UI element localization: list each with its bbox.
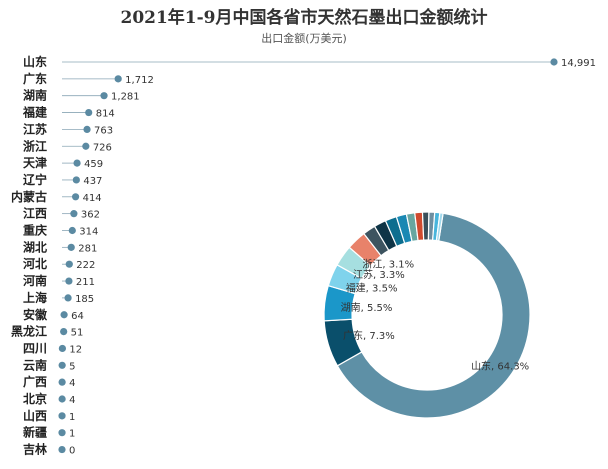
data-point	[114, 75, 122, 83]
data-point	[83, 125, 91, 133]
value-label: 1	[69, 429, 75, 440]
data-point	[58, 361, 66, 369]
province-label: 福建	[22, 105, 48, 120]
value-label: 185	[75, 294, 94, 305]
province-label: 广东	[23, 71, 47, 86]
value-label: 1	[69, 412, 75, 423]
data-point	[73, 159, 81, 167]
province-label: 江西	[23, 206, 47, 221]
value-label: 814	[96, 109, 115, 120]
data-point	[67, 243, 75, 251]
data-point	[60, 328, 68, 336]
province-label: 湖南	[23, 88, 47, 103]
province-label: 天津	[23, 155, 47, 170]
value-label: 51	[71, 328, 84, 339]
value-label: 211	[76, 277, 95, 288]
value-label: 281	[78, 243, 97, 254]
province-label: 安徽	[23, 307, 48, 322]
value-label: 4	[69, 395, 75, 406]
province-label: 湖北	[23, 239, 47, 254]
data-point	[82, 142, 90, 150]
value-label: 726	[93, 142, 112, 153]
value-label: 5	[69, 361, 75, 372]
province-label: 四川	[23, 341, 47, 355]
value-label: 4	[69, 378, 75, 389]
province-label: 山西	[23, 408, 47, 423]
donut-slice	[435, 212, 444, 242]
data-point	[85, 108, 93, 117]
province-label: 上海	[23, 290, 47, 305]
slice-label: 福建, 3.5%	[346, 281, 398, 294]
data-point	[70, 210, 78, 218]
data-point	[58, 344, 66, 353]
value-label: 414	[83, 193, 102, 204]
data-point	[100, 92, 108, 100]
province-label: 辽宁	[23, 172, 47, 187]
data-point	[58, 378, 66, 386]
chart-subtitle: 出口金额(万美元)	[261, 32, 347, 45]
province-label: 浙江	[23, 138, 47, 153]
value-label: 1,712	[125, 75, 154, 86]
donut-chart: 山东, 64.3% 广东, 7.3% 湖南, 5.5% 福建, 3.5%江苏, 3.3…	[323, 211, 531, 419]
data-point	[72, 176, 80, 184]
value-label: 362	[81, 210, 100, 221]
province-label: 吉林	[23, 442, 47, 457]
data-point	[550, 58, 558, 66]
province-label: 重庆	[23, 223, 47, 238]
province-label: 广西	[23, 374, 47, 389]
province-label: 山东	[23, 54, 47, 69]
province-label: 河北	[22, 256, 47, 271]
dot-plot: 山东 14,991 广东 1,712 湖南 1,281 福建 814 江苏 763 浙江 726 天津 4…	[11, 54, 596, 457]
province-label: 新疆	[23, 425, 47, 440]
value-label: 64	[71, 311, 84, 322]
chart-title: 2021年1-9月中国各省市天然石墨出口金额统计	[120, 8, 488, 28]
data-point	[71, 193, 80, 201]
data-point	[65, 260, 73, 268]
province-label: 黑龙江	[11, 324, 47, 339]
data-point	[58, 429, 66, 437]
data-point	[64, 294, 72, 302]
province-label: 河南	[22, 273, 47, 288]
province-label: 云南	[23, 357, 47, 372]
data-point	[58, 445, 66, 454]
value-label: 0	[69, 446, 75, 457]
value-label: 314	[79, 227, 98, 238]
donut-slice	[336, 212, 531, 419]
slice-label: 山东, 64.3%	[471, 360, 529, 373]
slice-label: 广东, 7.3%	[343, 329, 395, 342]
value-label: 1,281	[111, 92, 140, 103]
value-label: 222	[76, 260, 95, 271]
slice-label: 湖南, 5.5%	[341, 301, 393, 314]
data-point	[68, 226, 76, 235]
value-label: 437	[83, 176, 102, 187]
province-label: 内蒙古	[11, 189, 47, 204]
data-point	[65, 277, 73, 285]
slice-label: 江苏, 3.3%	[353, 268, 405, 281]
value-label: 12	[69, 344, 82, 355]
slice-label: 浙江, 3.1%	[362, 258, 414, 270]
value-label: 14,991	[561, 58, 596, 69]
data-point	[58, 412, 66, 420]
value-label: 763	[94, 125, 113, 136]
province-label: 北京	[23, 391, 47, 406]
data-point	[60, 311, 68, 319]
data-point	[58, 395, 66, 403]
province-label: 江苏	[23, 121, 47, 136]
value-label: 459	[84, 159, 103, 170]
